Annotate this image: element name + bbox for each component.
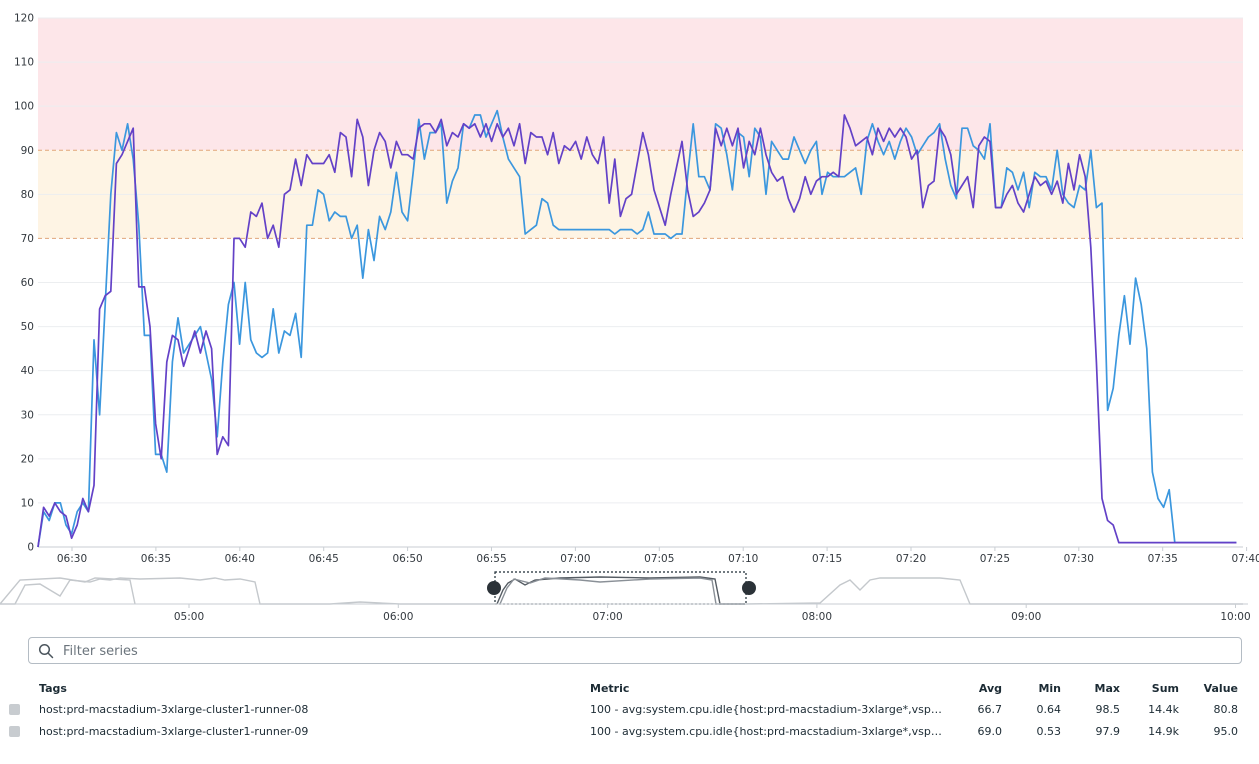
series-metric: 100 - avg:system.cpu.idle{host:prd-macst…	[590, 724, 942, 738]
value-header[interactable]: Value	[1203, 681, 1238, 695]
y-tick-label: 40	[21, 365, 34, 377]
series-line	[37, 114, 1237, 548]
navigator-tick-label: 09:00	[1011, 611, 1041, 623]
series-line	[37, 109, 1237, 548]
series-tag: host:prd-macstadium-3xlarge-cluster1-run…	[39, 702, 309, 716]
series-max: 97.9	[1095, 724, 1121, 738]
series-toggle-checkbox[interactable]	[9, 726, 20, 737]
filter-series-box[interactable]	[28, 637, 1242, 664]
x-tick-label: 07:35	[1148, 553, 1178, 565]
y-tick-label: 80	[21, 189, 34, 201]
filter-series-input[interactable]	[61, 641, 1235, 662]
tags-header[interactable]: Tags	[39, 681, 67, 695]
navigator-trace	[744, 577, 1243, 605]
navigator-trace	[0, 577, 495, 605]
y-tick-label: 10	[21, 497, 34, 509]
avg-header[interactable]: Avg	[978, 681, 1002, 695]
series-min: 0.64	[1036, 702, 1062, 716]
threshold-band	[38, 18, 1243, 151]
y-tick-label: 60	[21, 277, 34, 289]
navigator-tick-label: 07:00	[592, 611, 622, 623]
y-tick-label: 100	[14, 101, 34, 113]
y-tick-label: 20	[21, 453, 34, 465]
x-tick-label: 07:40	[1231, 553, 1259, 565]
series-tag: host:prd-macstadium-3xlarge-cluster1-run…	[39, 724, 309, 738]
series-value: 95.0	[1213, 724, 1239, 738]
timeseries-chart[interactable]: 0 10 20 30 40 50 60 70 80 90 100 110 120 06:30 06:35 06…	[0, 0, 1259, 632]
y-tick-label: 90	[21, 145, 34, 157]
y-tick-label: 120	[14, 13, 34, 25]
series-min: 0.53	[1036, 724, 1062, 738]
series-legend-table: Tags Metric Avg Min Max Sum Value host:p…	[0, 678, 1259, 742]
x-tick-label: 06:55	[476, 553, 506, 565]
sum-header[interactable]: Sum	[1151, 681, 1179, 695]
x-tick-label: 06:40	[225, 553, 255, 565]
series-value: 80.8	[1213, 702, 1239, 716]
legend-row[interactable]: host:prd-macstadium-3xlarge-cluster1-run…	[0, 698, 1259, 720]
navigator-tick-label: 06:00	[383, 611, 413, 623]
chart-canvas[interactable]: 0 10 20 30 40 50 60 70 80 90 100 110 120 06:30 06:35 06…	[0, 0, 1259, 632]
x-tick-label: 07:25	[980, 553, 1010, 565]
y-tick-label: 50	[21, 321, 34, 333]
navigator-tick-label: 08:00	[802, 611, 832, 623]
search-icon	[38, 643, 54, 659]
x-tick-label: 07:20	[896, 553, 926, 565]
series-sum: 14.9k	[1148, 724, 1179, 738]
navigator-left-handle[interactable]	[487, 581, 501, 595]
legend-header-row: Tags Metric Avg Min Max Sum Value	[0, 678, 1259, 698]
max-header[interactable]: Max	[1094, 681, 1120, 695]
min-header[interactable]: Min	[1038, 681, 1061, 695]
x-tick-label: 07:10	[728, 553, 758, 565]
navigator-selected-trace	[499, 577, 745, 605]
legend-row[interactable]: host:prd-macstadium-3xlarge-cluster1-run…	[0, 720, 1259, 742]
x-tick-label: 06:35	[141, 553, 171, 565]
y-tick-label: 30	[21, 409, 34, 421]
x-tick-label: 07:05	[644, 553, 674, 565]
series-max: 98.5	[1095, 702, 1121, 716]
series-sum: 14.4k	[1148, 702, 1179, 716]
series-metric: 100 - avg:system.cpu.idle{host:prd-macst…	[590, 702, 942, 716]
series-avg: 69.0	[977, 724, 1003, 738]
y-tick-label: 0	[27, 542, 34, 554]
x-tick-label: 06:30	[57, 553, 87, 565]
x-tick-label: 06:50	[392, 553, 422, 565]
x-tick-label: 07:30	[1064, 553, 1094, 565]
y-tick-label: 70	[21, 233, 34, 245]
metric-header[interactable]: Metric	[590, 681, 630, 695]
y-tick-label: 110	[14, 57, 34, 69]
navigator-right-handle[interactable]	[742, 581, 756, 595]
x-tick-label: 07:15	[812, 553, 842, 565]
navigator-tick-label: 05:00	[174, 611, 204, 623]
navigator-trace	[0, 577, 136, 605]
x-tick-label: 07:00	[560, 553, 590, 565]
navigator-tick-label: 10:00	[1220, 611, 1250, 623]
x-tick-label: 06:45	[309, 553, 339, 565]
navigator-selected-trace	[496, 576, 745, 605]
series-toggle-checkbox[interactable]	[9, 704, 20, 715]
series-avg: 66.7	[977, 702, 1003, 716]
